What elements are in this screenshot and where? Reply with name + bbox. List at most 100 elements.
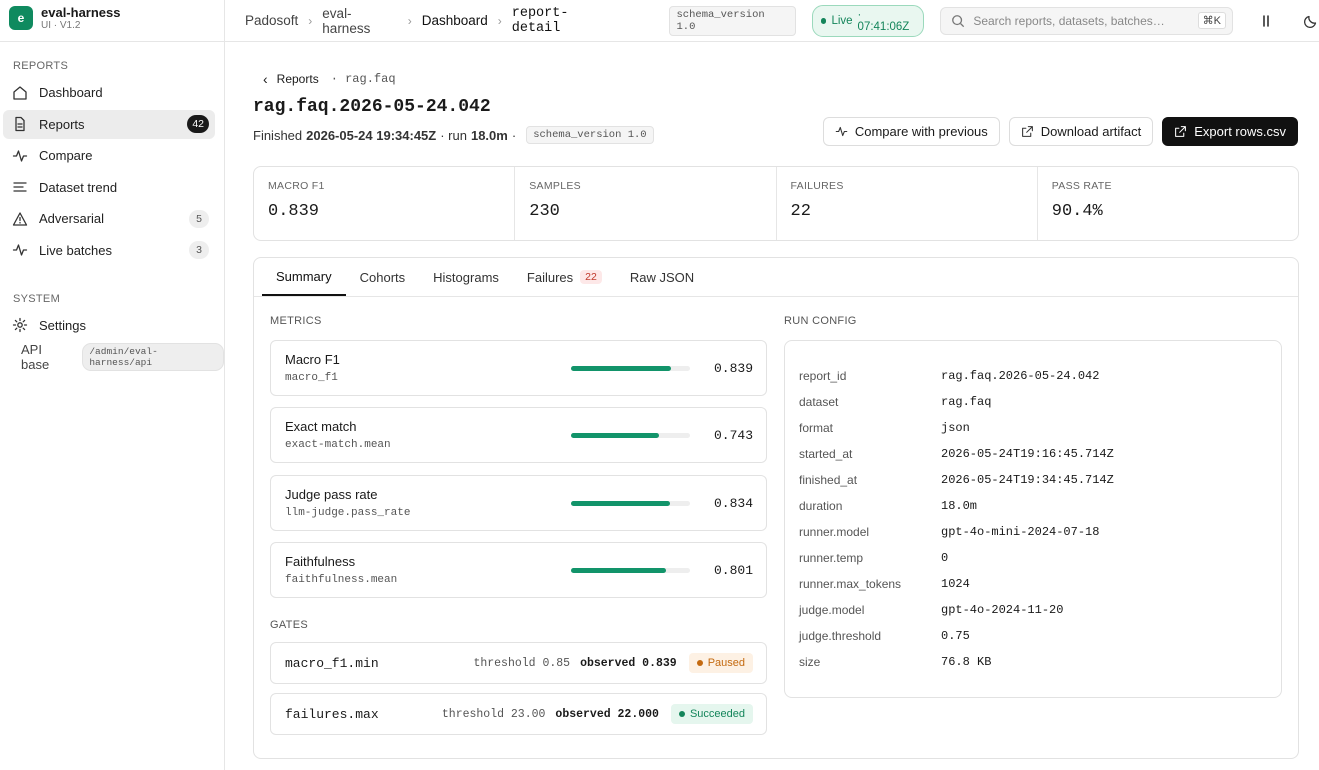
config-key: report_id <box>799 369 847 383</box>
logo[interactable]: e <box>9 6 33 30</box>
metric-value: 0.834 <box>713 495 753 511</box>
config-value: 18.0m <box>941 499 978 513</box>
schema-chip: schema_version 1.0 <box>526 126 654 144</box>
config-value: 0 <box>941 551 949 565</box>
kpi-value: 0.839 <box>268 202 320 221</box>
metric-row: Exact match exact-match.mean 0.743 <box>270 407 767 464</box>
config-key: size <box>799 655 821 669</box>
icon[interactable] <box>1303 13 1319 29</box>
breadcrumb[interactable]: eval-harness <box>322 5 371 36</box>
tab-label: Cohorts <box>359 269 406 285</box>
nav-item[interactable]: Live batches 3 <box>3 236 215 265</box>
config-row: size 76.8 KB <box>785 649 1265 675</box>
icon <box>12 317 28 333</box>
nav-item[interactable]: Dataset trend <box>3 173 215 202</box>
status-label: Succeeded <box>689 708 745 720</box>
action-label: Compare with previous <box>854 124 988 139</box>
tab[interactable]: Failures 22 <box>513 258 616 296</box>
config-row: finished_at 2026-05-24T19:34:45.714Z <box>785 467 1265 493</box>
config-value: gpt-4o-mini-2024-07-18 <box>941 525 1100 539</box>
metric-key: exact-match.mean <box>285 439 391 452</box>
nav-item[interactable]: Settings <box>3 311 215 340</box>
config-value: gpt-4o-2024-11-20 <box>941 603 1064 617</box>
status-label: Paused <box>707 657 745 669</box>
nav-badge: 5 <box>189 209 209 228</box>
nav-item[interactable]: Adversarial 5 <box>3 204 215 233</box>
action-button[interactable]: Download artifact <box>1008 117 1154 146</box>
config-key: runner.temp <box>799 551 864 565</box>
kpi-value: 22 <box>790 202 811 221</box>
gate-row: macro_f1.min threshold 0.85 observed 0.839… <box>270 642 767 684</box>
nav-label: Dataset trend <box>39 179 118 195</box>
nav-badge: 3 <box>189 241 209 259</box>
action-button[interactable]: Compare with previous <box>822 117 1000 146</box>
gate-observed: observed 0.839 <box>580 656 677 670</box>
icon <box>12 116 28 132</box>
config-row: runner.temp 0 <box>785 545 1265 571</box>
action-button[interactable]: Export rows.csv <box>1162 117 1298 146</box>
action-label: Download artifact <box>1040 124 1142 139</box>
kpi: PASS RATE 90.4% <box>1038 167 1298 240</box>
tab[interactable]: Histograms <box>419 258 513 296</box>
kpi-value: 90.4% <box>1051 202 1103 221</box>
nav-item[interactable]: Dashboard <box>3 78 215 107</box>
icon[interactable] <box>1259 13 1275 29</box>
tab[interactable]: Raw JSON <box>616 258 708 296</box>
metric-key: macro_f1 <box>285 372 338 384</box>
breadcrumb: report-detail <box>511 5 569 36</box>
metric-name: Exact match <box>285 419 357 435</box>
gate-threshold: threshold 0.85 <box>473 656 571 670</box>
back-link[interactable]: ‹ Reports <box>263 71 319 87</box>
config-key: runner.model <box>799 525 870 539</box>
nav-item[interactable]: Compare <box>3 141 215 170</box>
page-title: rag.faq.2026-05-24.042 <box>253 97 491 117</box>
config-key: runner.max_tokens <box>799 577 902 591</box>
config-value: rag.faq.2026-05-24.042 <box>941 369 1100 383</box>
breadcrumb[interactable]: Padosoft <box>245 13 299 28</box>
icon <box>12 211 28 227</box>
metric-track <box>571 433 690 439</box>
tabs-card: Summary Cohorts Histograms Failures 22 Raw JS… <box>253 257 1299 759</box>
app-version: UI · V1.2 <box>41 20 81 31</box>
config-card: report_id rag.faq.2026-05-24.042 dataset ra… <box>784 340 1282 698</box>
config-value: 2026-05-24T19:34:45.714Z <box>941 473 1114 487</box>
tab-label: Failures <box>526 269 574 285</box>
metric-bar <box>571 366 671 371</box>
tab[interactable]: Summary <box>262 258 346 296</box>
config-key: started_at <box>799 447 853 461</box>
config-row: runner.max_tokens 1024 <box>785 571 1265 597</box>
metric-value: 0.839 <box>713 361 753 376</box>
config-key: finished_at <box>799 473 858 487</box>
kpi: FAILURES 22 <box>777 167 1038 240</box>
config-key: dataset <box>799 395 839 409</box>
kpi-value: 230 <box>529 202 560 221</box>
api-base: API base/admin/eval-harness/api <box>0 342 224 372</box>
live-time: · 07:41:06Z <box>857 8 910 33</box>
kpi-label: MACRO F1 <box>268 180 325 192</box>
back-crumb: · rag.faq <box>330 72 396 86</box>
metric-row: Faithfulness faithfulness.mean 0.801 <box>270 541 767 598</box>
separator: › <box>407 13 412 28</box>
metric-track <box>571 500 690 506</box>
config-key: judge.model <box>799 603 865 617</box>
tab-label: Summary <box>276 268 332 284</box>
nav-label: Live batches <box>39 242 112 258</box>
breadcrumb[interactable]: Dashboard <box>421 13 488 28</box>
config-value: 76.8 KB <box>941 655 992 669</box>
search-placeholder: Search reports, datasets, batches… <box>973 13 1165 28</box>
nav-item[interactable]: Reports 42 <box>3 109 215 139</box>
metric-value: 0.743 <box>713 428 753 444</box>
section-title: GATES <box>270 619 308 631</box>
metric-bar <box>571 567 667 573</box>
metric-key: faithfulness.mean <box>285 573 398 586</box>
app-name: eval-harness <box>41 5 121 20</box>
tab[interactable]: Cohorts <box>346 258 420 296</box>
sep: · <box>511 127 517 143</box>
tab-badge: 22 <box>580 270 602 284</box>
search-box[interactable]: Search reports, datasets, batches… ⌘K <box>940 6 1233 35</box>
metric-row: Judge pass rate llm-judge.pass_rate 0.834 <box>270 474 767 531</box>
shortcut: ⌘K <box>1197 12 1226 29</box>
icon <box>12 242 28 258</box>
nav-badge: 42 <box>187 115 209 133</box>
metric-key: llm-judge.pass_rate <box>285 506 411 519</box>
